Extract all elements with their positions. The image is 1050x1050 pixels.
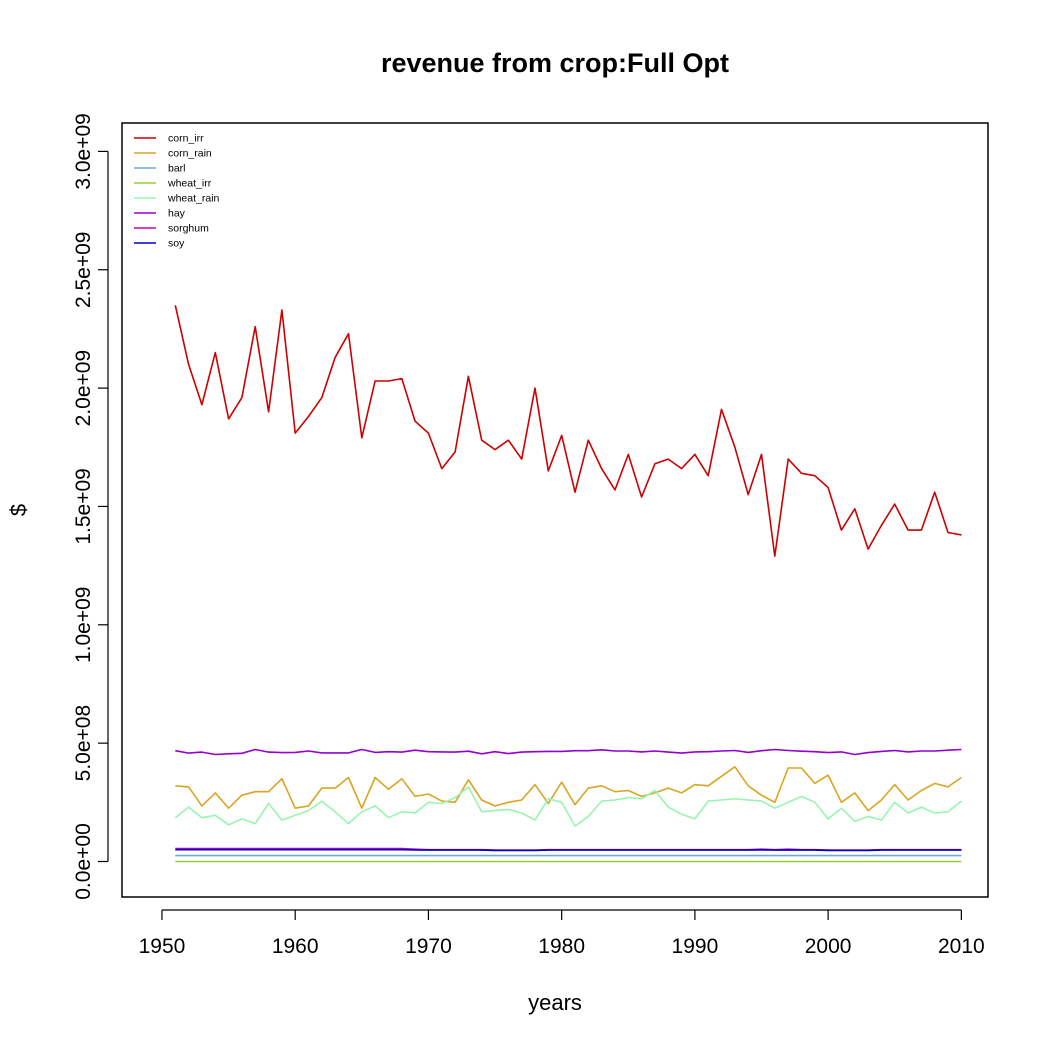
legend-item-barl: barl — [134, 163, 186, 175]
legend-label: corn_rain — [168, 148, 212, 160]
x-tick-label: 1950 — [139, 935, 186, 958]
x-axis-title: years — [528, 990, 582, 1015]
y-tick-label: 2.5e+09 — [72, 232, 95, 309]
legend-item-wheat-rain: wheat_rain — [134, 193, 220, 205]
legend-item-sorghum: sorghum — [134, 223, 209, 235]
series-line-soy — [175, 848, 962, 852]
x-tick-label: 1980 — [538, 935, 585, 958]
legend-label: wheat_rain — [167, 193, 220, 205]
series-line-wheat-rain — [174, 786, 962, 827]
x-axis: 1950 1960 1970 1980 1990 2000 2010 — [139, 909, 985, 958]
legend-label: wheat_irr — [167, 178, 212, 190]
legend-label: sorghum — [168, 223, 209, 235]
y-axis: 0.0e+00 5.0e+08 1.0e+09 1.5e+09 2.0e+09 2.5e+… — [72, 113, 109, 900]
series-layer — [174, 305, 962, 863]
legend-label: corn_irr — [168, 133, 204, 145]
y-axis-title: $ — [6, 504, 31, 516]
series-line-hay — [175, 748, 962, 756]
legend-item-corn-irr: corn_irr — [134, 133, 204, 145]
x-tick-label: 2000 — [805, 935, 852, 958]
y-tick-label: 0.0e+00 — [72, 823, 95, 900]
legend-item-hay: hay — [134, 208, 186, 220]
series-line-corn-rain — [175, 765, 962, 812]
y-tick-label: 1.5e+09 — [72, 468, 95, 545]
legend-label: soy — [168, 238, 185, 250]
y-tick-label: 2.0e+09 — [72, 350, 95, 427]
legend-label: barl — [168, 163, 186, 175]
legend-item-corn-rain: corn_rain — [134, 148, 212, 160]
chart-title: revenue from crop:Full Opt — [381, 48, 729, 78]
plot-frame — [121, 122, 989, 898]
x-tick-label: 1960 — [272, 935, 319, 958]
series-line-corn-irr — [174, 305, 962, 558]
y-tick-label: 5.0e+08 — [72, 705, 95, 782]
y-tick-label: 3.0e+09 — [72, 113, 95, 190]
x-tick-label: 1990 — [672, 935, 719, 958]
legend-label: hay — [168, 208, 186, 220]
x-tick-label: 1970 — [405, 935, 452, 958]
legend-item-soy: soy — [134, 238, 185, 250]
y-tick-label: 1.0e+09 — [72, 587, 95, 664]
legend-item-wheat-irr: wheat_irr — [134, 178, 212, 190]
x-tick-label: 2010 — [938, 935, 985, 958]
